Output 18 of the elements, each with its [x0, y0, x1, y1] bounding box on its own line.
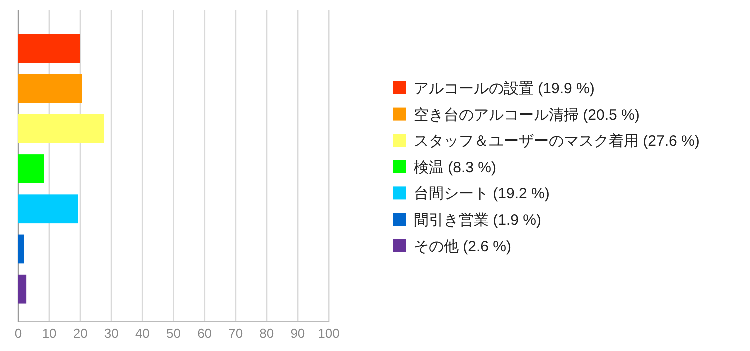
x-tick-label: 70	[228, 326, 244, 341]
legend-label: 台間シート (19.2 %)	[414, 186, 550, 203]
x-tick-label: 30	[104, 326, 119, 341]
legend-label: 検温 (8.3 %)	[414, 159, 497, 176]
x-tick-label: 0	[14, 326, 22, 341]
x-tick-label: 100	[318, 326, 340, 341]
legend-label: その他 (2.6 %)	[414, 238, 512, 256]
x-tick-label: 20	[73, 326, 88, 341]
x-tick-label: 10	[42, 326, 57, 341]
x-tick-label: 50	[166, 326, 181, 341]
legend-label: アルコールの設置 (19.9 %)	[414, 80, 595, 98]
x-tick-label: 60	[198, 326, 212, 341]
legend-label: 間引き営業 (1.9 %)	[414, 212, 542, 229]
x-tick-label: 40	[135, 326, 150, 341]
legend-label: スタッフ＆ユーザーのマスク着用 (27.6 %)	[414, 133, 700, 150]
x-tick-label: 90	[290, 326, 306, 341]
legend-label: 空き台のアルコール清掃 (20.5 %)	[414, 106, 640, 124]
x-tick-label: 80	[260, 326, 274, 341]
